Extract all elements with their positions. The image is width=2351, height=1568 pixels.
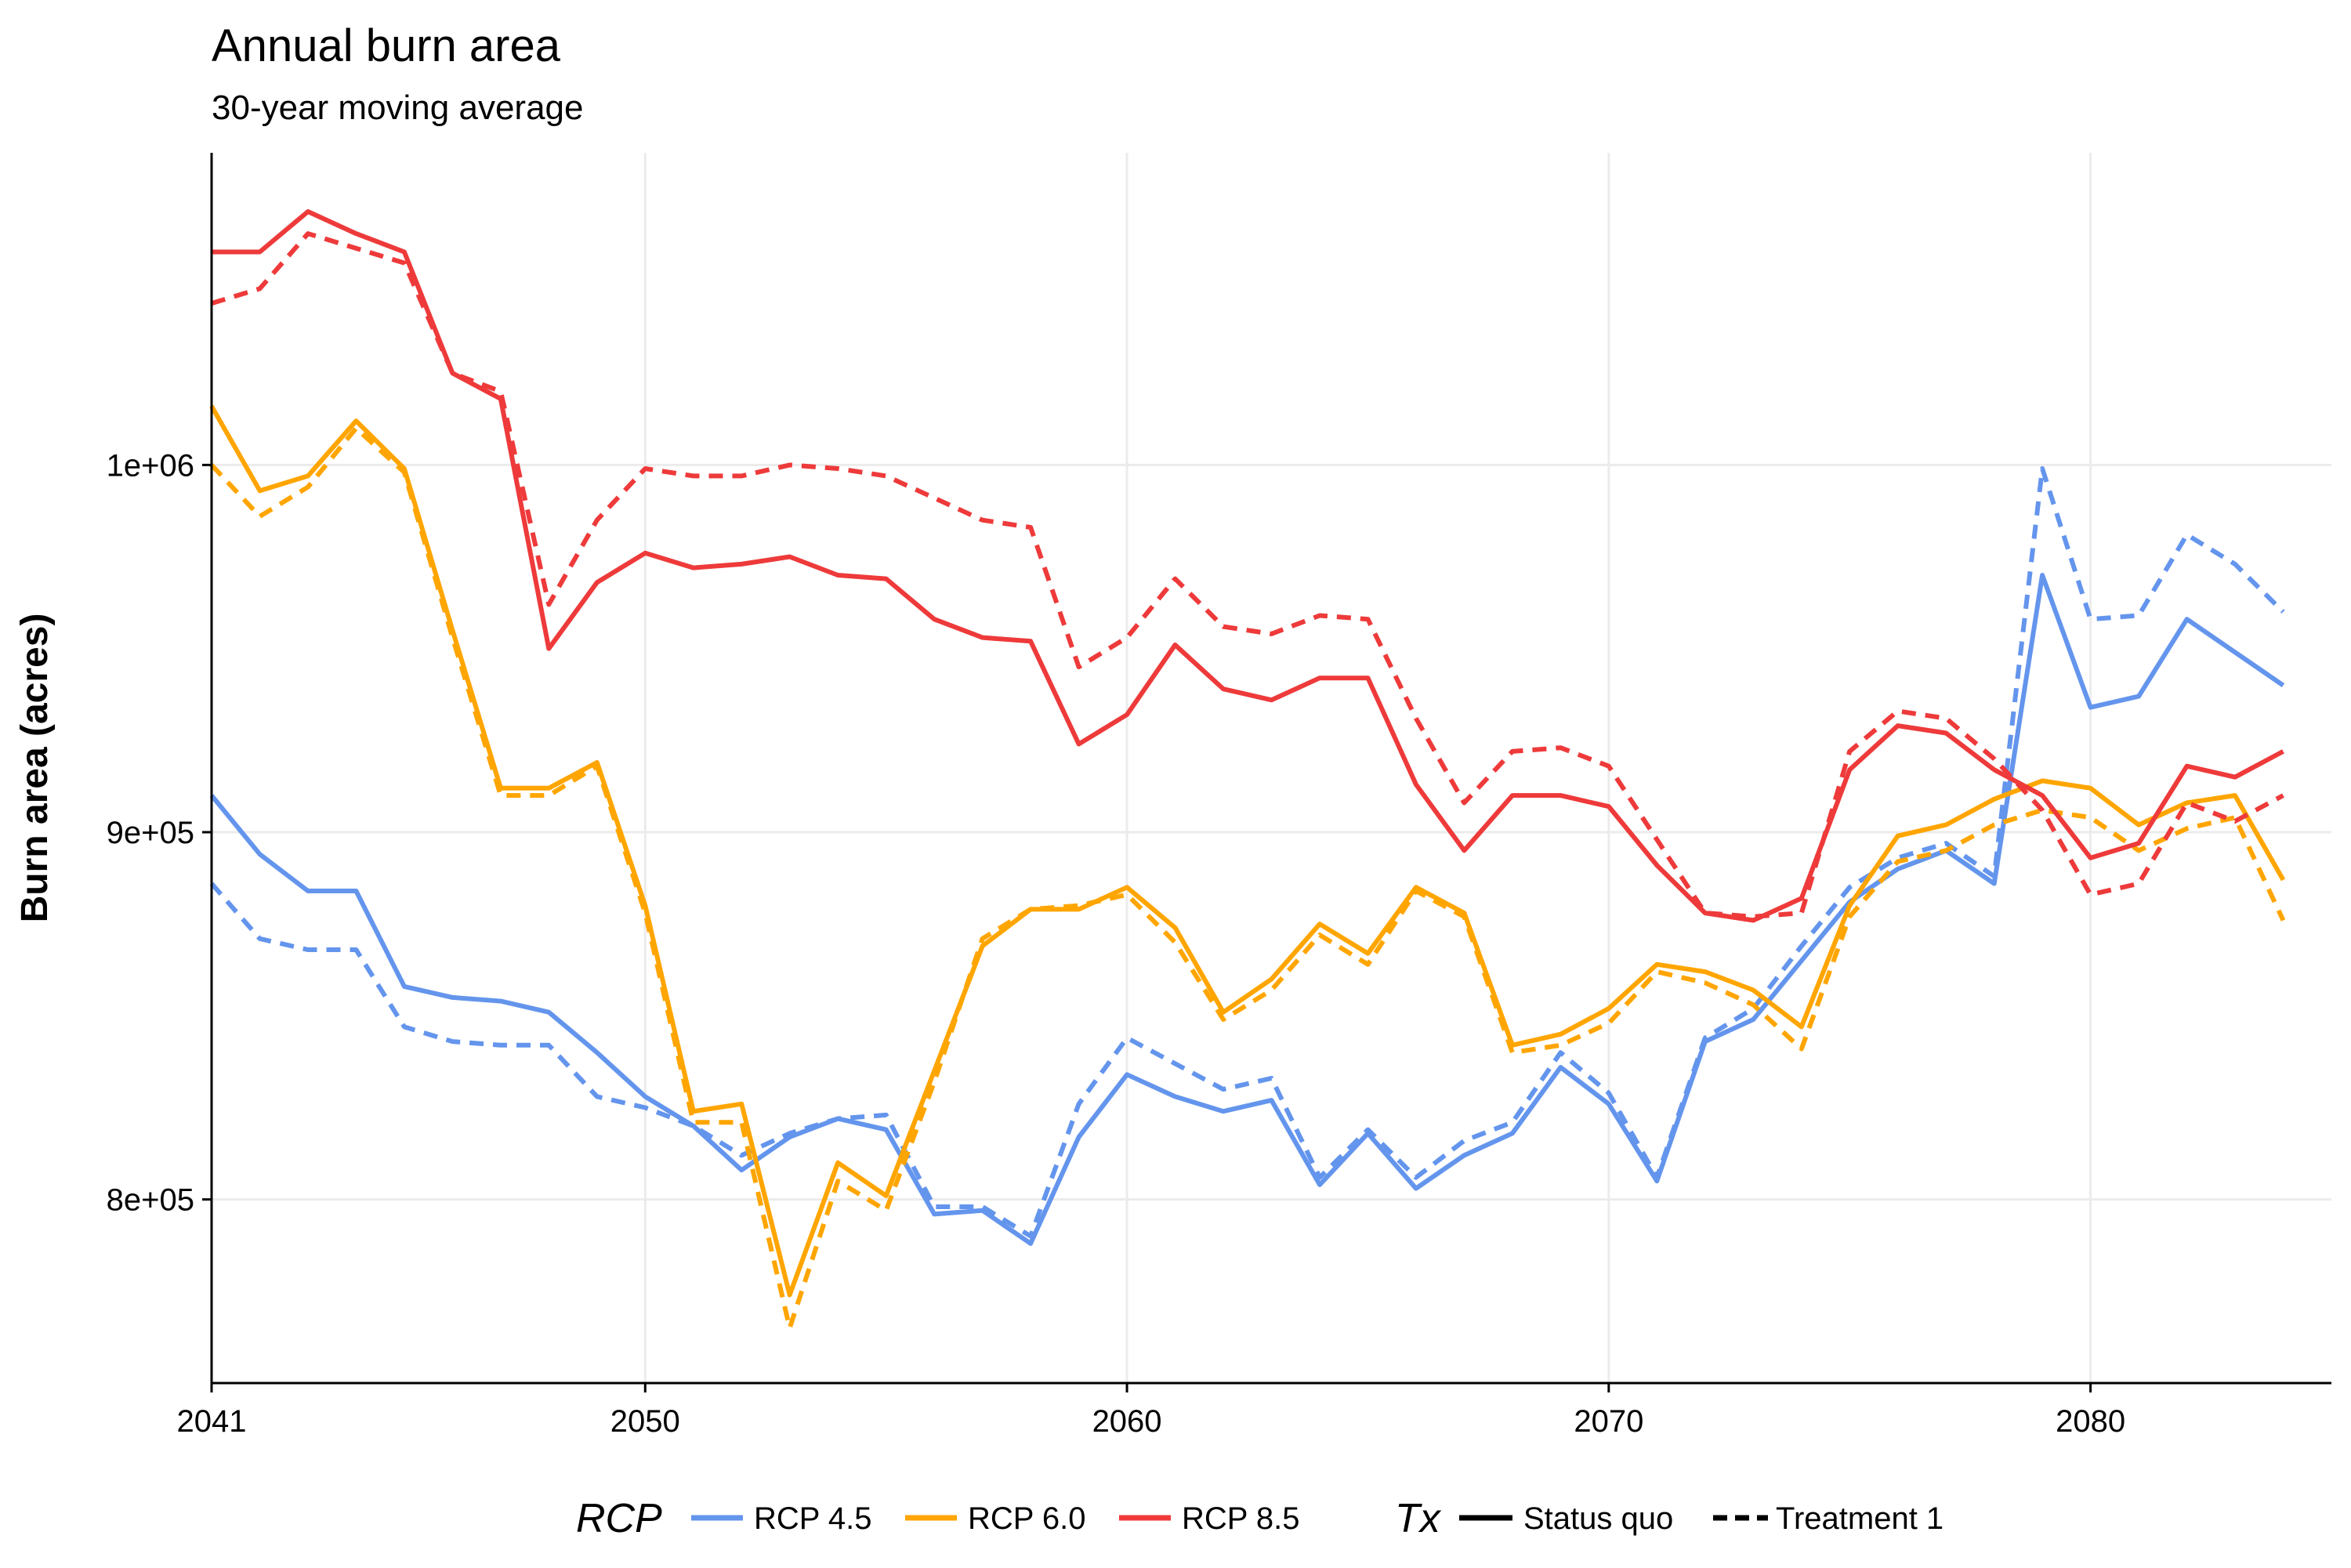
legend-label-treatment-1: Treatment 1 xyxy=(1776,1501,1943,1536)
chart-title: Annual burn area xyxy=(212,20,561,71)
series-line-rcp-6-0-treatment-1 xyxy=(209,425,2286,1331)
x-tick-label: 2050 xyxy=(610,1404,680,1439)
tick-labels: 2041 2050 2060 2070 2080 8e+05 9e+05 1e+06 xyxy=(107,448,2125,1439)
y-tick-label: 9e+05 xyxy=(107,816,194,850)
series-line-rcp-4-5-treatment-1 xyxy=(209,466,2285,1239)
chart-subtitle: 30-year moving average xyxy=(212,89,583,127)
x-tick-label: 2041 xyxy=(177,1404,247,1439)
legend-title-rcp: RCP xyxy=(576,1496,662,1541)
x-tick-label: 2070 xyxy=(1574,1404,1643,1439)
series-line-rcp-6-0-status-quo xyxy=(209,404,2286,1298)
y-tick-label: 1e+06 xyxy=(107,448,194,483)
x-tick-label: 2060 xyxy=(1092,1404,1162,1439)
legend-label-rcp-6-0: RCP 6.0 xyxy=(968,1501,1085,1536)
series-line-rcp-4-5-status-quo xyxy=(209,573,2285,1246)
axes xyxy=(202,153,2331,1392)
legend-label-status-quo: Status quo xyxy=(1523,1501,1673,1536)
series-line-rcp-8-5-treatment-1 xyxy=(211,231,2284,919)
y-axis-label: Burn area (acres) xyxy=(14,614,56,923)
gridlines xyxy=(210,153,2331,1383)
y-tick-label: 8e+05 xyxy=(107,1183,194,1218)
legend-label-rcp-8-5: RCP 8.5 xyxy=(1182,1501,1299,1536)
legend-title-tx: Tx xyxy=(1395,1496,1442,1541)
x-tick-label: 2080 xyxy=(2056,1404,2125,1439)
legend-label-rcp-4-5: RCP 4.5 xyxy=(754,1501,871,1536)
series-line-rcp-8-5-status-quo xyxy=(212,209,2284,923)
legend: RCP RCP 4.5 RCP 6.0 RCP 8.5 Tx Status qu… xyxy=(576,1496,1943,1541)
series-lines xyxy=(209,209,2286,1331)
